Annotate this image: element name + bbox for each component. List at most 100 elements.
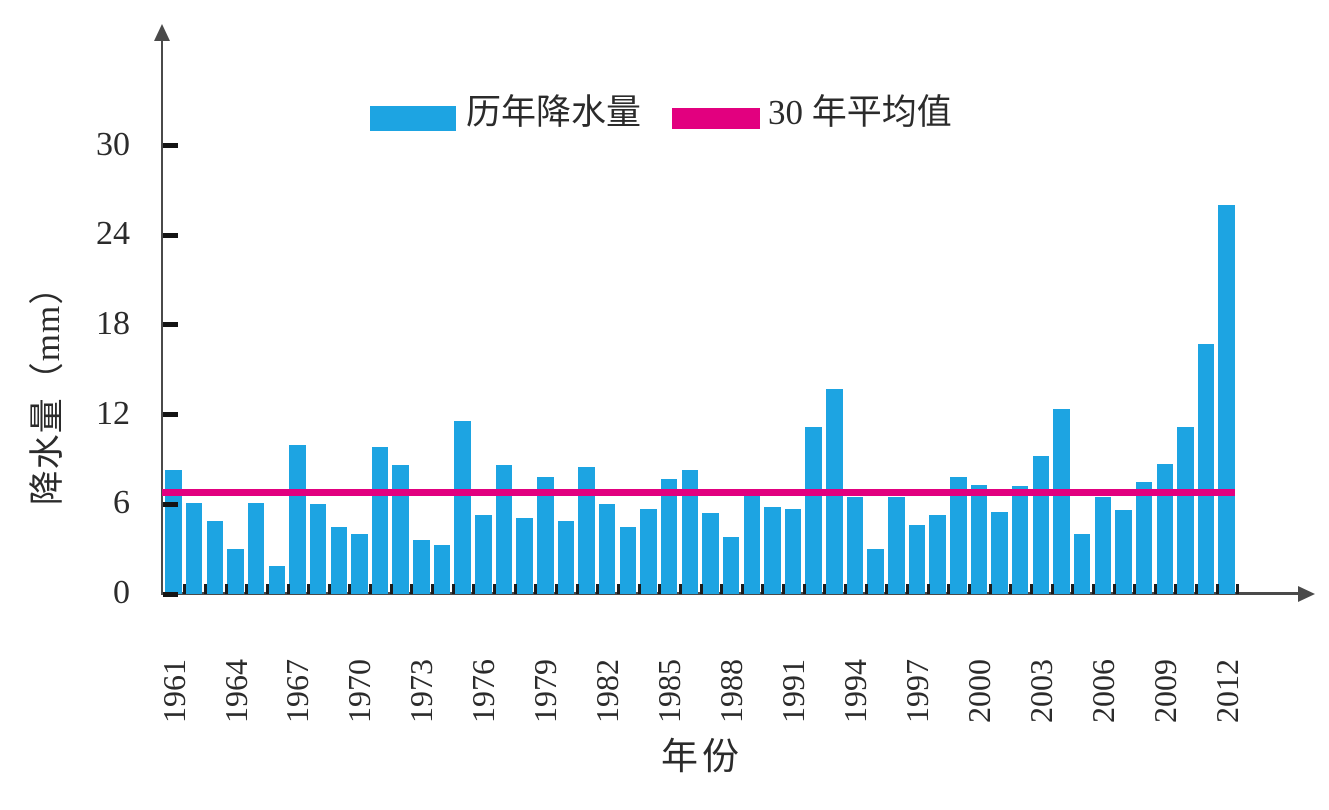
x-axis-tick (906, 584, 909, 594)
bar-1961 (165, 469, 182, 594)
x-axis-tick (224, 584, 228, 594)
x-axis-tick (369, 584, 373, 594)
bar-1989 (743, 493, 760, 594)
x-axis-tick (596, 584, 600, 594)
x-axis-tick (967, 584, 971, 594)
x-axis-tick (1050, 584, 1054, 594)
bar-1983 (619, 526, 637, 594)
x-axis-tick (1195, 584, 1199, 594)
x-axis-tick (183, 584, 187, 594)
x-axis-title: 年份 (661, 737, 743, 778)
x-axis-tick (720, 584, 724, 594)
x-axis-tick (699, 584, 703, 594)
x-axis-arrow-icon (1298, 585, 1315, 602)
y-axis-tick (163, 232, 178, 238)
x-axis-tick (864, 584, 868, 594)
bar-1988 (722, 537, 740, 594)
bar-1966 (268, 565, 286, 594)
bar-1998 (929, 514, 946, 594)
bar-2006 (1094, 496, 1112, 594)
x-axis-tick (575, 584, 579, 594)
x-axis-tick (472, 584, 476, 594)
bar-1969 (330, 526, 347, 594)
bar-1980 (557, 520, 575, 594)
y-axis-tick (163, 501, 178, 507)
x-axis-tick (534, 584, 538, 594)
x-tick-label-1973: 1973 (403, 659, 440, 723)
legend-bar-label: 历年降水量 (466, 93, 642, 132)
bar-2007 (1115, 510, 1132, 594)
bar-1972 (392, 465, 409, 594)
x-axis-tick (493, 584, 496, 594)
bar-1968 (309, 504, 327, 594)
bar-1979 (537, 477, 554, 594)
y-tick-label-18: 18 (96, 304, 130, 342)
x-axis-tick (616, 584, 620, 594)
bar-1976 (475, 514, 492, 594)
bar-1999 (950, 477, 967, 594)
x-axis-tick (1029, 584, 1033, 594)
x-tick-label-1964: 1964 (217, 659, 254, 723)
y-axis-tick (163, 143, 178, 148)
x-axis-tick (554, 584, 558, 594)
bar-1975 (454, 420, 471, 594)
x-tick-label-1979: 1979 (527, 659, 564, 723)
x-axis-tick (451, 584, 455, 594)
y-tick-label-12: 12 (96, 394, 130, 432)
x-axis-tick (823, 584, 827, 594)
x-tick-label-1976: 1976 (465, 659, 502, 723)
y-axis-tick (163, 412, 178, 418)
x-axis-tick (1215, 584, 1219, 594)
bar-2004 (1053, 408, 1070, 594)
bar-1973 (413, 540, 430, 594)
bar-1986 (681, 469, 699, 594)
bar-1971 (371, 447, 389, 594)
x-axis-tick (1236, 584, 1240, 594)
x-axis-tick (1174, 584, 1178, 594)
bar-1990 (764, 507, 781, 594)
x-axis-tick (678, 584, 682, 594)
x-axis-tick (844, 584, 848, 594)
x-axis-tick (761, 584, 765, 594)
x-axis-tick (802, 584, 806, 594)
x-tick-label-1985: 1985 (651, 659, 688, 723)
x-tick-label-1961: 1961 (155, 659, 192, 723)
bar-1977 (495, 465, 513, 594)
bar-1991 (784, 508, 802, 594)
x-tick-label-2006: 2006 (1084, 659, 1121, 723)
x-axis-tick (1133, 584, 1137, 594)
bar-1967 (289, 444, 306, 594)
bar-1974 (433, 544, 451, 594)
y-axis-arrow-icon (154, 24, 170, 41)
x-axis-tick (926, 584, 930, 594)
x-axis-tick (637, 584, 641, 594)
bar-2009 (1156, 463, 1173, 594)
y-tick-label-30: 30 (96, 125, 130, 163)
bar-1964 (227, 549, 244, 594)
x-tick-label-2009: 2009 (1146, 659, 1183, 723)
x-axis-tick (286, 584, 290, 594)
x-axis-tick (658, 584, 662, 594)
bar-1970 (351, 534, 368, 594)
bar-2005 (1073, 534, 1091, 594)
bar-2010 (1177, 426, 1194, 594)
average-line (162, 488, 1235, 496)
x-axis-tick (885, 584, 889, 594)
x-axis-tick (431, 584, 435, 594)
bar-1982 (598, 504, 616, 594)
bar-1995 (867, 549, 884, 594)
bar-2011 (1197, 344, 1215, 594)
bar-2012 (1218, 205, 1235, 594)
x-tick-label-1970: 1970 (341, 659, 378, 723)
bar-2002 (1011, 486, 1029, 594)
bar-2001 (991, 511, 1008, 594)
x-axis-tick (245, 584, 249, 594)
bar-2000 (970, 484, 988, 594)
bar-1997 (908, 525, 926, 594)
x-tick-label-2000: 2000 (960, 659, 997, 723)
x-tick-label-1988: 1988 (713, 659, 750, 723)
y-axis-tick (163, 591, 178, 597)
x-tick-label-2003: 2003 (1022, 659, 1059, 723)
bar-1994 (846, 496, 864, 594)
